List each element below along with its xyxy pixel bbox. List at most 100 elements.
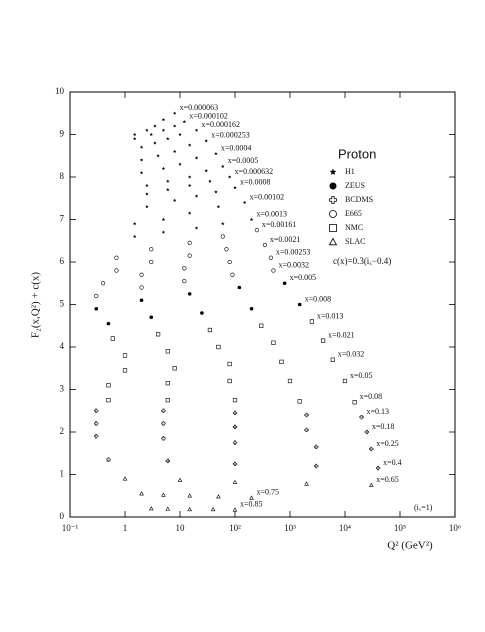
annotation: c(x)=0.3(iₓ−0.4): [333, 256, 391, 266]
data-point: [145, 192, 149, 196]
data-point: [232, 461, 238, 466]
data-point: [227, 378, 232, 384]
data-point: [94, 306, 99, 311]
data-point: [132, 132, 137, 136]
data-point: [271, 268, 276, 273]
data-point: [330, 357, 335, 362]
data-point: [304, 412, 309, 418]
data-point: [187, 506, 192, 512]
data-point: [101, 281, 106, 286]
x-tick-label: 10²: [229, 523, 241, 533]
data-point: [216, 494, 221, 499]
data-point: [132, 234, 137, 238]
y-tick-label: 6: [60, 256, 65, 266]
data-point: [352, 400, 357, 405]
data-point: [204, 168, 208, 173]
legend-marker: [328, 237, 338, 246]
data-point: [364, 429, 369, 435]
data-point: [153, 141, 157, 145]
annotation: (iₓ=1): [414, 503, 433, 512]
data-point: [187, 240, 192, 245]
data-point: [122, 476, 128, 481]
data-point: [259, 323, 264, 328]
data-point: [232, 424, 238, 429]
plot-frame: [69, 91, 456, 518]
series-label: x=0.0032: [278, 260, 309, 269]
data-point: [227, 259, 232, 265]
data-point: [149, 315, 154, 320]
data-point: [304, 427, 309, 432]
legend-label: NMC: [345, 223, 363, 232]
series-label: x=0.021: [328, 330, 355, 339]
data-point: [110, 336, 115, 341]
series-label: x=0.13: [367, 407, 390, 416]
x-tick-label: 1: [123, 523, 128, 533]
data-point: [194, 226, 199, 230]
legend-marker: [329, 196, 337, 204]
series-label: x=0.000063: [180, 103, 219, 112]
data-point: [139, 145, 144, 149]
data-point: [207, 327, 213, 333]
data-point: [230, 272, 235, 277]
data-point: [187, 253, 192, 258]
data-point: [187, 292, 192, 296]
data-point: [254, 228, 259, 233]
data-point: [194, 128, 199, 132]
legend-marker: [329, 210, 337, 218]
series-label: x=0.000632: [235, 167, 274, 176]
data-point: [114, 255, 119, 260]
data-point: [165, 349, 170, 354]
x-tick-label: 10: [176, 523, 186, 533]
data-point: [94, 293, 99, 299]
y-tick-label: 9: [60, 129, 65, 139]
data-point: [153, 124, 157, 128]
data-point: [156, 153, 160, 158]
data-point: [149, 247, 154, 252]
data-point: [172, 111, 177, 115]
data-point: [187, 175, 192, 179]
series-label: x=0.000162: [202, 120, 241, 129]
x-axis-label: Q² (GeV²): [387, 540, 433, 552]
data-point: [172, 198, 177, 202]
data-point: [214, 190, 218, 194]
data-point: [262, 242, 268, 248]
data-point: [166, 179, 170, 183]
data-point: [232, 410, 238, 415]
data-point: [187, 143, 192, 147]
legend-marker: [329, 224, 337, 232]
data-point: [139, 298, 144, 303]
data-point: [304, 481, 309, 486]
y-tick-label: 0: [60, 511, 65, 521]
data-point: [342, 378, 348, 384]
data-point: [314, 444, 319, 449]
data-point: [161, 421, 166, 426]
data-point: [200, 311, 204, 315]
data-point: [165, 398, 170, 403]
data-point: [161, 230, 166, 234]
data-point: [161, 408, 166, 413]
legend-label: ZEUS: [345, 181, 365, 190]
data-point: [232, 398, 238, 403]
data-point: [161, 217, 166, 221]
data-point: [249, 495, 254, 500]
x-tick-label: 10⁵: [394, 523, 406, 533]
y-axis-label: F₂(x,Q²) + c(x): [30, 272, 42, 339]
data-point: [165, 458, 170, 463]
data-point: [297, 302, 302, 307]
series-label: x=0.05: [350, 371, 373, 380]
y-tick-label: 7: [60, 214, 65, 224]
data-point: [94, 421, 99, 426]
legend-label: H1: [345, 167, 355, 176]
data-point: [187, 211, 192, 215]
data-point: [221, 164, 225, 168]
data-point: [106, 321, 111, 326]
data-point: [165, 381, 170, 386]
data-point: [314, 463, 319, 469]
data-point: [182, 119, 187, 124]
y-tick-label: 4: [60, 341, 65, 351]
legend-label: SLAC: [345, 237, 365, 246]
data-point: [232, 440, 238, 445]
series-label: x=0.005: [290, 273, 317, 282]
data-point: [282, 281, 287, 286]
